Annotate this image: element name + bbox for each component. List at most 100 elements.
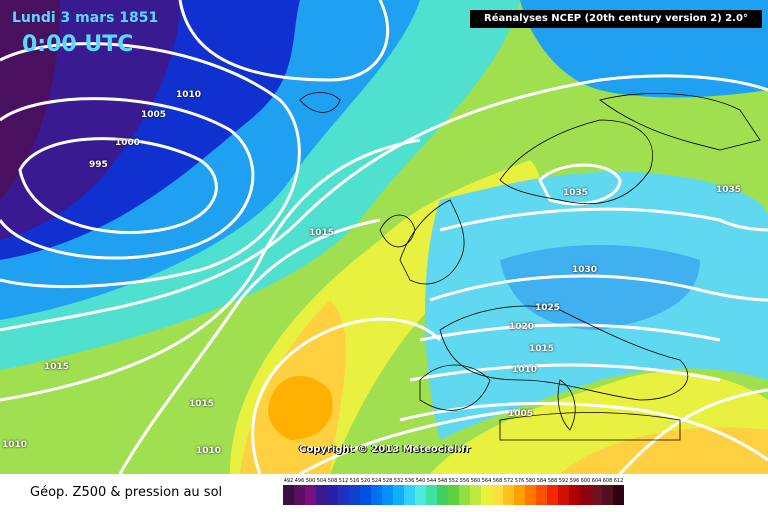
scale-value: 548	[437, 478, 448, 484]
scale-swatch	[613, 485, 624, 505]
scale-value: 552	[448, 478, 459, 484]
scale-value: 524	[371, 478, 382, 484]
scale-cell: 608	[602, 477, 613, 505]
scale-swatch	[349, 485, 360, 505]
scale-swatch	[503, 485, 514, 505]
isobar-label: 1015	[309, 228, 335, 238]
isobar-label: 1010	[512, 365, 538, 375]
scale-cell: 556	[459, 477, 470, 505]
scale-cell: 492	[283, 477, 294, 505]
scale-cell: 516	[349, 477, 360, 505]
scale-cell: 520	[360, 477, 371, 505]
isobar-label: 1010	[176, 90, 202, 100]
scale-value: 572	[503, 478, 514, 484]
scale-value: 560	[470, 478, 481, 484]
scale-cell: 512	[338, 477, 349, 505]
map-time: 0:00 UTC	[22, 32, 134, 57]
scale-cell: 500	[305, 477, 316, 505]
scale-cell: 612	[613, 477, 624, 505]
scale-swatch	[382, 485, 393, 505]
scale-swatch	[591, 485, 602, 505]
isobar-label: 1010	[196, 446, 222, 456]
scale-cell: 568	[492, 477, 503, 505]
scale-swatch	[360, 485, 371, 505]
scale-cell: 560	[470, 477, 481, 505]
scale-swatch	[415, 485, 426, 505]
isobar-label: 1015	[189, 399, 215, 409]
isobar-label: 1005	[141, 110, 167, 120]
scale-value: 604	[591, 478, 602, 484]
isobar-label: 1010	[2, 440, 28, 450]
scale-value: 540	[415, 478, 426, 484]
scale-swatch	[558, 485, 569, 505]
scale-cell: 504	[316, 477, 327, 505]
scale-value: 596	[569, 478, 580, 484]
scale-swatch	[283, 485, 294, 505]
scale-swatch	[481, 485, 492, 505]
isobar-label: 1000	[115, 138, 141, 148]
isobar-label: 1035	[716, 185, 742, 195]
scale-value: 608	[602, 478, 613, 484]
scale-swatch	[470, 485, 481, 505]
scale-cell: 548	[437, 477, 448, 505]
scale-swatch	[525, 485, 536, 505]
scale-swatch	[580, 485, 591, 505]
scale-value: 584	[536, 478, 547, 484]
isobar-label: 1030	[572, 265, 598, 275]
map-date: Lundi 3 mars 1851	[12, 10, 159, 26]
reanalysis-title: Réanalyses NCEP (20th century version 2)…	[470, 10, 762, 28]
scale-cell: 592	[558, 477, 569, 505]
isobar-label: 1015	[44, 362, 70, 372]
isobar-label: 1005	[508, 409, 534, 419]
scale-value: 612	[613, 478, 624, 484]
scale-cell: 528	[382, 477, 393, 505]
isobar-label: 1015	[529, 344, 555, 354]
scale-swatch	[547, 485, 558, 505]
scale-cell: 580	[525, 477, 536, 505]
scale-swatch	[448, 485, 459, 505]
isobar-label: 1035	[563, 188, 589, 198]
scale-swatch	[459, 485, 470, 505]
weather-map: Lundi 3 mars 1851 0:00 UTC Réanalyses NC…	[0, 0, 768, 474]
isobar-label: 995	[89, 160, 108, 170]
scale-cell: 544	[426, 477, 437, 505]
scale-swatch	[305, 485, 316, 505]
scale-swatch	[371, 485, 382, 505]
isobar-label: 1025	[535, 303, 561, 313]
scale-cell: 540	[415, 477, 426, 505]
scale-swatch	[393, 485, 404, 505]
scale-swatch	[338, 485, 349, 505]
scale-value: 512	[338, 478, 349, 484]
scale-value: 516	[349, 478, 360, 484]
scale-value: 564	[481, 478, 492, 484]
scale-value: 520	[360, 478, 371, 484]
scale-value: 532	[393, 478, 404, 484]
scale-cell: 496	[294, 477, 305, 505]
scale-cell: 604	[591, 477, 602, 505]
scale-value: 588	[547, 478, 558, 484]
scale-swatch	[514, 485, 525, 505]
scale-value: 556	[459, 478, 470, 484]
scale-swatch	[569, 485, 580, 505]
scale-cell: 532	[393, 477, 404, 505]
scale-value: 580	[525, 478, 536, 484]
copyright-text: Copyright © 2013 Meteociel.fr	[299, 444, 471, 455]
scale-swatch	[492, 485, 503, 505]
scale-cell: 524	[371, 477, 382, 505]
scale-value: 576	[514, 478, 525, 484]
scale-cell: 552	[448, 477, 459, 505]
scale-value: 496	[294, 478, 305, 484]
isobar-label: 1020	[509, 322, 535, 332]
scale-value: 500	[305, 478, 316, 484]
scale-value: 536	[404, 478, 415, 484]
scale-cell: 576	[514, 477, 525, 505]
color-scale: 492 496 500 504 508 512 516 520 524 528 532 536 540 5…	[283, 477, 624, 505]
scale-value: 528	[382, 478, 393, 484]
scale-cell: 564	[481, 477, 492, 505]
scale-value: 600	[580, 478, 591, 484]
scale-swatch	[426, 485, 437, 505]
scale-swatch	[294, 485, 305, 505]
scale-cell: 508	[327, 477, 338, 505]
scale-swatch	[536, 485, 547, 505]
scale-value: 568	[492, 478, 503, 484]
